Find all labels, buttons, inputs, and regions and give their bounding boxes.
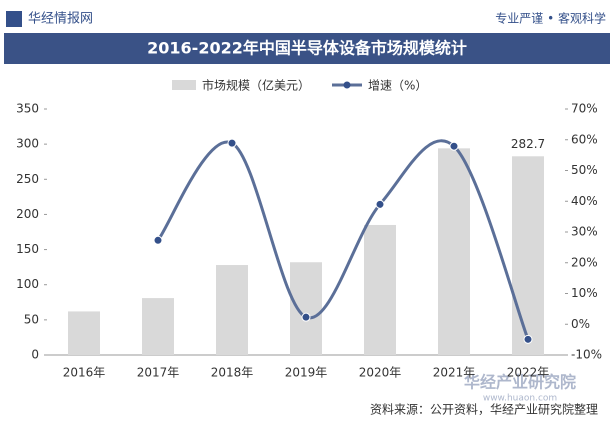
line-marker <box>449 141 459 151</box>
y2-tick-label: 70% <box>571 102 598 116</box>
chart-title: 2016-2022年中国半导体设备市场规模统计 <box>147 39 467 58</box>
line-marker <box>227 138 237 148</box>
line-marker <box>375 199 385 209</box>
footer-logo: 华经产业研究院 <box>464 373 576 392</box>
x-tick-label: 2022年 <box>507 366 550 380</box>
data-label: 282.7 <box>511 137 545 151</box>
x-tick-label: 2016年 <box>63 366 106 380</box>
brand-logo <box>6 11 22 27</box>
brand: 华经情报网 <box>28 12 93 27</box>
bar <box>364 224 396 355</box>
legend-label: 增速（%） <box>368 79 427 93</box>
bar <box>68 311 100 355</box>
y2-tick-label: 50% <box>571 163 598 177</box>
bar <box>216 265 248 355</box>
bar <box>512 156 544 355</box>
y-tick-label: 200 <box>16 207 39 221</box>
footer-url: www.huaon.com <box>483 394 557 404</box>
slogan: 专业严谨 • 客观科学 <box>495 11 606 26</box>
x-tick-label: 2021年 <box>433 366 476 380</box>
y-tick-label: 350 <box>16 102 39 116</box>
y-tick-label: 50 <box>24 312 39 326</box>
y2-tick-label: 20% <box>571 255 598 269</box>
bar <box>142 298 174 355</box>
y2-tick-label: 40% <box>571 194 598 208</box>
line-marker <box>153 235 163 245</box>
bar <box>438 148 470 355</box>
y-tick-label: 300 <box>16 137 39 151</box>
y2-tick-label: -10% <box>571 348 602 362</box>
legend-marker <box>343 81 351 89</box>
x-tick-label: 2020年 <box>359 366 402 380</box>
x-tick-label: 2019年 <box>285 366 328 380</box>
x-tick-label: 2017年 <box>137 366 180 380</box>
x-tick-label: 2018年 <box>211 366 254 380</box>
legend-label: 市场规模（亿美元） <box>202 78 310 93</box>
y-tick-label: 150 <box>16 242 39 256</box>
y2-tick-label: 0% <box>571 317 590 331</box>
y2-tick-label: 10% <box>571 286 598 300</box>
y-tick-label: 0 <box>31 348 39 362</box>
y2-tick-label: 30% <box>571 225 598 239</box>
y2-tick-label: 60% <box>571 132 598 146</box>
bar <box>290 262 322 355</box>
title-bar <box>4 33 610 64</box>
legend-swatch <box>172 80 196 90</box>
line-marker <box>301 312 311 322</box>
source: 资料来源：公开资料，华经产业研究院整理 <box>370 402 598 417</box>
line-marker <box>523 334 533 344</box>
line <box>156 139 530 340</box>
y-tick-label: 100 <box>16 277 39 291</box>
y-tick-label: 250 <box>16 172 39 186</box>
